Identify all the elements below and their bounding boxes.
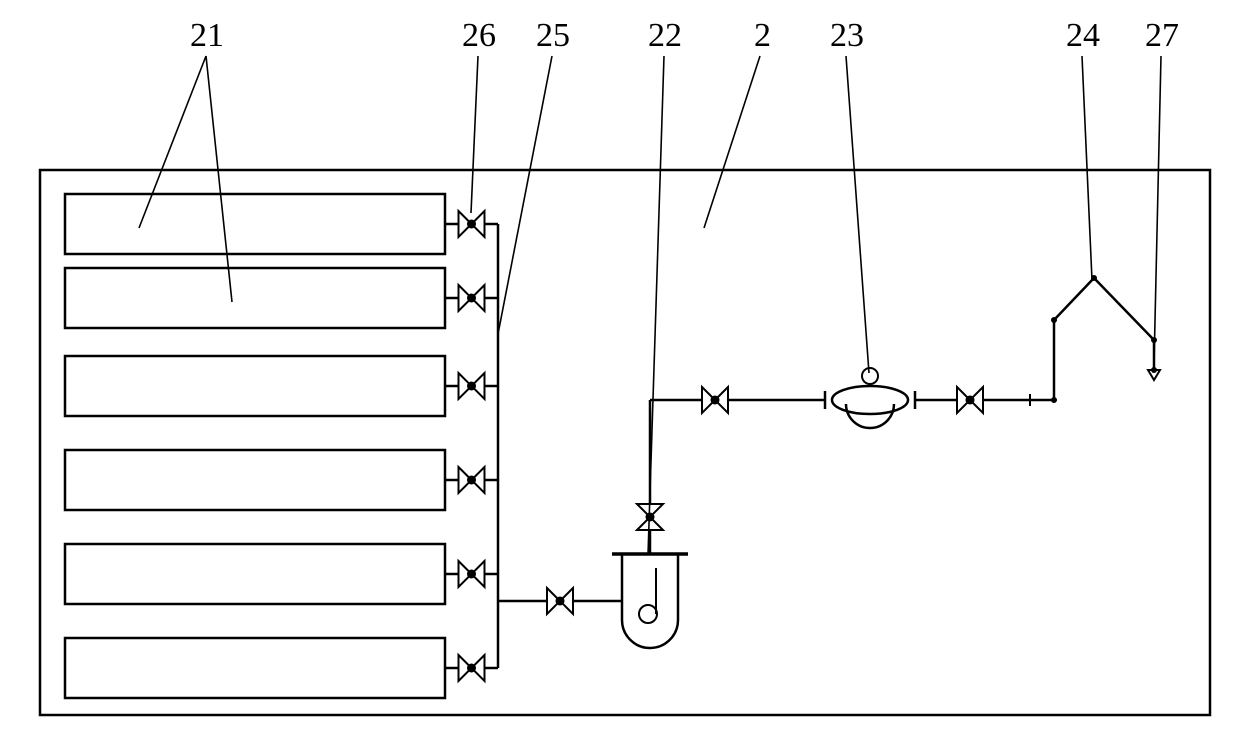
valve-icon	[459, 211, 485, 237]
callout-label: 22	[648, 17, 682, 54]
valve-icon	[459, 561, 485, 587]
leader-line	[648, 56, 664, 555]
callout-label: 21	[190, 17, 224, 54]
storage-tank	[65, 638, 445, 698]
storage-tank	[65, 450, 445, 510]
valve-icon	[957, 387, 983, 413]
joint-dot	[1051, 317, 1057, 323]
valve-icon	[702, 387, 728, 413]
storage-tank	[65, 268, 445, 328]
flow-meter	[825, 368, 915, 428]
leader-line	[139, 56, 206, 228]
valve-icon	[459, 467, 485, 493]
leader-line	[846, 56, 869, 373]
valve-icon	[547, 588, 573, 614]
callout-label: 24	[1066, 17, 1100, 54]
callout-label: 27	[1145, 17, 1179, 54]
loading-arm	[1054, 278, 1154, 400]
callout-label: 25	[536, 17, 570, 54]
storage-tank	[65, 544, 445, 604]
leader-line	[498, 56, 552, 334]
leader-line	[1082, 56, 1092, 280]
joint-dot	[1051, 397, 1057, 403]
callout-label: 2	[754, 17, 771, 54]
valve-icon	[459, 655, 485, 681]
valve-icon	[459, 373, 485, 399]
leader-line	[704, 56, 760, 228]
schematic-diagram: 2 21 22 23 24 25 26 27	[0, 0, 1240, 744]
valve-icon	[459, 285, 485, 311]
leader-line	[1154, 56, 1161, 365]
storage-tank	[65, 194, 445, 254]
leader-line	[206, 56, 232, 302]
heater-vessel	[612, 554, 688, 648]
callout-label: 26	[462, 17, 496, 54]
callout-label: 23	[830, 17, 864, 54]
storage-tank	[65, 356, 445, 416]
leader-line	[471, 56, 478, 213]
